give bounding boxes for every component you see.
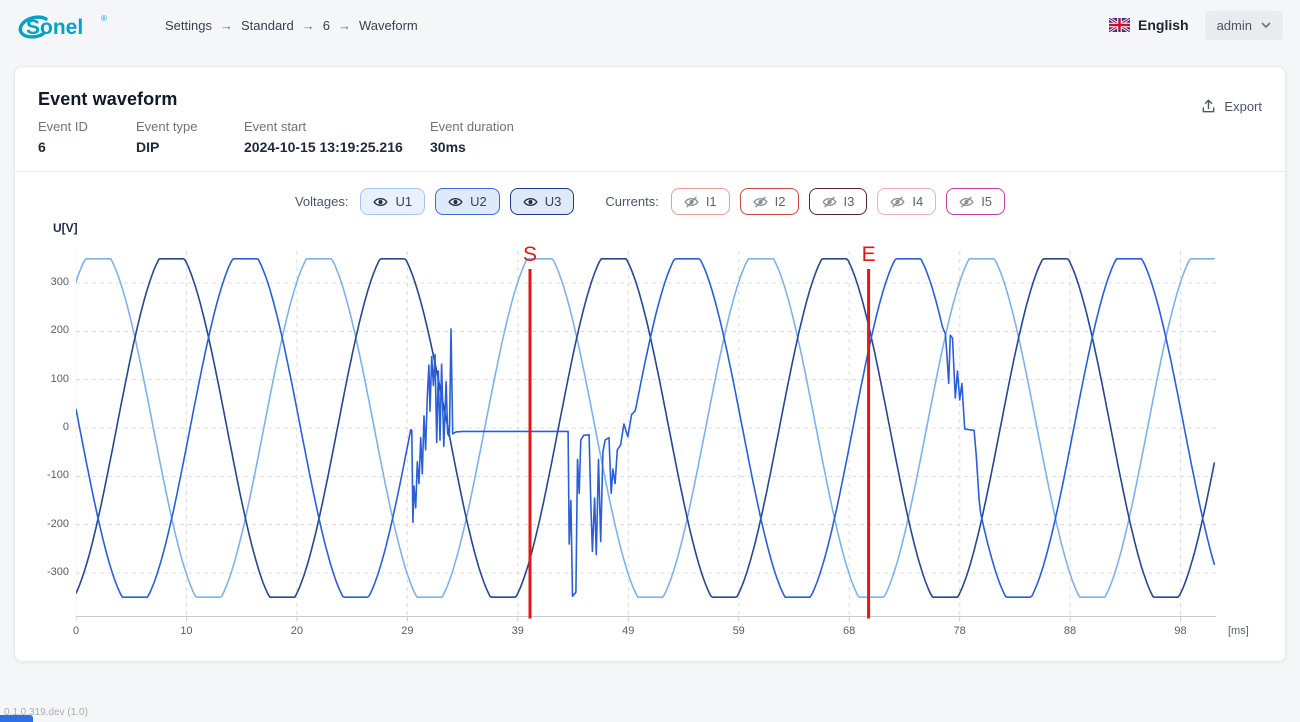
- current-buttons-group: I1 I2 I3 I4 I5: [670, 188, 1006, 215]
- x-tick-label: 29: [401, 625, 414, 637]
- x-tick-label: 78: [953, 625, 966, 637]
- meta-label: Event ID: [38, 119, 88, 134]
- language-label: English: [1138, 17, 1189, 33]
- x-tick-label: 20: [290, 625, 304, 637]
- meta-value: 6: [38, 139, 46, 155]
- eye-off-icon: [959, 195, 974, 208]
- meta-event-id: Event ID 6: [38, 119, 136, 155]
- voltage-toggle-u1[interactable]: U1: [360, 188, 426, 215]
- header-divider: [15, 171, 1285, 172]
- user-menu-label: admin: [1216, 17, 1252, 33]
- user-menu-button[interactable]: admin: [1204, 10, 1283, 40]
- waveform-u2: [76, 258, 1216, 598]
- y-tick-label: 0: [62, 421, 69, 433]
- y-tick-label: -100: [46, 469, 69, 482]
- logo-reg: ®: [101, 14, 107, 23]
- x-tick-label: 98: [1174, 625, 1187, 637]
- current-toggle-i5[interactable]: I5: [946, 188, 1006, 215]
- voltage-buttons-group: U1 U2 U3: [360, 188, 575, 215]
- chevron-down-icon: [1261, 22, 1271, 28]
- x-tick-label: 68: [843, 625, 856, 637]
- eye-icon: [523, 197, 538, 206]
- export-button[interactable]: Export: [1201, 99, 1262, 114]
- meta-label: Event start: [244, 119, 307, 134]
- current-toggle-i3[interactable]: I3: [808, 188, 868, 215]
- event-waveform-card: Event waveform Event ID 6 Event type DIP Eve…: [14, 66, 1286, 662]
- eye-icon: [373, 197, 389, 206]
- meta-event-type: Event type DIP: [136, 119, 244, 155]
- meta-value: 2024-10-15 13:19:25.216: [244, 139, 403, 155]
- current-label: I5: [981, 194, 993, 209]
- y-tick-label: -300: [46, 566, 69, 578]
- voltage-label: U3: [544, 194, 562, 209]
- sonel-logo[interactable]: Sonel ®: [17, 9, 113, 41]
- x-tick-label: 10: [180, 625, 193, 637]
- x-tick-label: 0: [72, 625, 80, 637]
- meta-label: Event duration: [430, 119, 514, 134]
- voltage-label: U2: [470, 194, 487, 209]
- breadcrumb-item-standard[interactable]: Standard: [240, 17, 294, 33]
- current-toggle-i2[interactable]: I2: [739, 188, 799, 215]
- export-icon: [1203, 99, 1215, 113]
- voltage-toggle-u2[interactable]: U2: [435, 188, 500, 215]
- current-label: I4: [912, 194, 924, 209]
- breadcrumb-arrow-icon: →: [337, 17, 351, 33]
- topbar: Sonel ® Settings → Standard → 6 → Waveform Eng…: [0, 0, 1300, 50]
- meta-value: 30ms: [430, 139, 466, 155]
- y-tick-label: 200: [50, 324, 69, 337]
- x-axis-unit: [ms]: [1228, 625, 1249, 637]
- waveform-u3: [76, 258, 1216, 598]
- breadcrumb-item-6[interactable]: 6: [322, 17, 330, 33]
- logo-text: Sonel: [26, 16, 83, 39]
- language-selector[interactable]: English: [1109, 17, 1189, 33]
- voltage-label: U1: [395, 194, 413, 209]
- eye-off-icon: [753, 195, 768, 208]
- topbar-right: English admin: [1109, 10, 1283, 40]
- uk-flag-icon: [1109, 18, 1131, 32]
- export-label: Export: [1224, 99, 1262, 114]
- card-header: Event waveform Event ID 6 Event type DIP Eve…: [15, 67, 1285, 155]
- y-tick-label: 300: [50, 276, 69, 288]
- y-tick-label: 100: [50, 372, 69, 385]
- current-toggle-i1[interactable]: I1: [670, 188, 730, 215]
- x-tick-label: 49: [622, 625, 635, 637]
- sonel-logo-icon: Sonel ®: [18, 14, 107, 39]
- waveform-chart: U[V] 300 200 100 0 -100 -200 -300 0 10 20 29 39 49 59…: [15, 221, 1285, 653]
- app-version: 0.1.0.319.dev (1.0): [4, 707, 88, 718]
- event-marker-label-s: S: [523, 243, 537, 266]
- bottom-left-accent: [0, 715, 33, 722]
- breadcrumb-item-waveform: Waveform: [358, 17, 418, 33]
- breadcrumb-arrow-icon: →: [301, 17, 315, 33]
- meta-value: DIP: [136, 139, 160, 155]
- x-tick-label: 39: [511, 625, 524, 637]
- meta-label: Event type: [136, 119, 198, 134]
- meta-event-start: Event start 2024-10-15 13:19:25.216: [244, 119, 430, 155]
- header-left: Event waveform Event ID 6 Event type DIP Eve…: [38, 89, 514, 155]
- breadcrumb-arrow-icon: →: [219, 17, 233, 33]
- breadcrumb-item-settings[interactable]: Settings: [165, 17, 212, 33]
- voltage-toggle-u3[interactable]: U3: [509, 188, 575, 215]
- y-tick-label: -200: [46, 517, 69, 530]
- meta-event-duration: Event duration 30ms: [430, 119, 514, 155]
- current-label: I1: [705, 194, 717, 209]
- eye-icon: [448, 197, 463, 206]
- current-label: I2: [774, 194, 786, 209]
- current-toggle-i4[interactable]: I4: [877, 188, 937, 215]
- current-label: I3: [843, 194, 855, 209]
- page-title: Event waveform: [38, 89, 178, 109]
- event-marker-label-e: E: [862, 243, 876, 266]
- waveform-u1: [76, 258, 1216, 598]
- eye-off-icon: [684, 195, 699, 208]
- y-axis-label: U[V]: [53, 221, 78, 235]
- currents-label: Currents:: [605, 194, 659, 209]
- x-tick-label: 88: [1063, 625, 1077, 637]
- eye-off-icon: [890, 195, 905, 208]
- event-meta: Event ID 6 Event type DIP Event start 2024-10…: [38, 119, 514, 155]
- x-tick-label: 59: [732, 625, 745, 637]
- breadcrumb: Settings → Standard → 6 → Waveform: [165, 18, 418, 33]
- channel-controls: Voltages: U1 U2 U3 Currents: I1 I2 I3 I4 I5: [15, 188, 1285, 215]
- eye-off-icon: [821, 195, 837, 208]
- voltages-label: Voltages:: [294, 194, 349, 209]
